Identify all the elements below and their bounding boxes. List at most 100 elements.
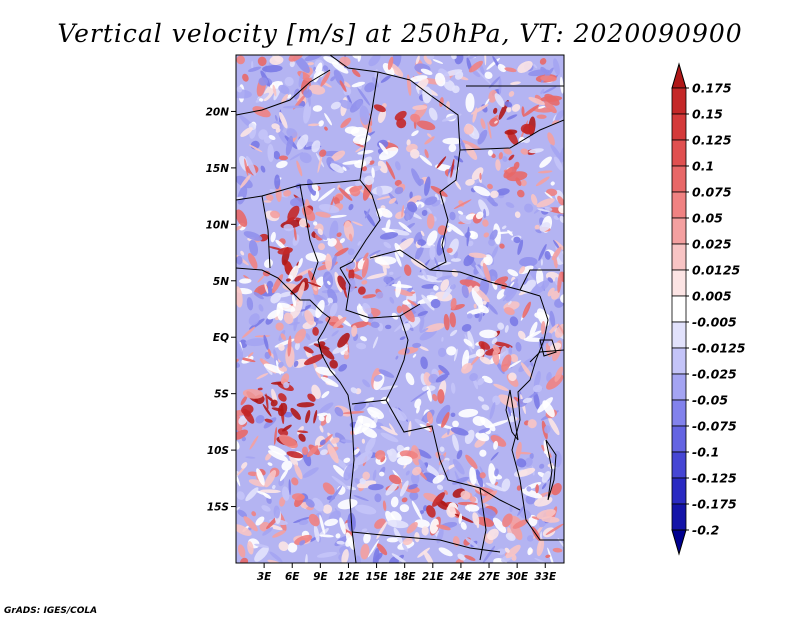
field-cell	[273, 505, 281, 519]
field-cell	[407, 299, 418, 307]
field-cell	[338, 99, 354, 110]
field-cell	[409, 491, 419, 501]
field-cell	[278, 393, 287, 402]
field-cell	[487, 183, 493, 190]
field-cell	[465, 454, 478, 469]
field-cell	[315, 211, 331, 218]
field-cell	[257, 274, 265, 283]
field-cell	[289, 60, 295, 68]
field-cell	[318, 415, 325, 422]
field-cell	[530, 280, 550, 295]
field-cell	[380, 456, 386, 463]
field-cell	[544, 206, 553, 211]
field-cell	[457, 210, 464, 215]
field-cell	[513, 161, 520, 170]
field-cell	[278, 343, 285, 351]
field-cell	[388, 474, 402, 485]
field-cell	[490, 451, 499, 461]
field-cell	[293, 93, 307, 110]
field-cell	[362, 179, 373, 201]
field-cell	[322, 504, 333, 514]
field-cell	[237, 509, 248, 518]
field-cell	[281, 93, 289, 104]
field-cell	[262, 270, 271, 277]
field-cell	[247, 66, 262, 72]
field-cell	[361, 528, 368, 533]
field-cell	[366, 273, 387, 280]
field-cell	[411, 500, 423, 520]
field-cell	[533, 384, 543, 393]
field-cell	[313, 221, 318, 226]
field-cell	[287, 335, 292, 357]
field-cell	[448, 143, 457, 153]
field-cell	[344, 350, 349, 356]
field-cell	[472, 70, 481, 78]
field-cell	[236, 469, 241, 487]
field-cell	[240, 395, 248, 406]
field-cell	[426, 207, 432, 214]
field-cell	[313, 62, 323, 83]
field-cell	[410, 389, 429, 402]
field-cell	[278, 434, 298, 449]
colorbar-label: 0.175	[692, 81, 732, 96]
field-cell	[368, 55, 381, 67]
field-cell	[327, 288, 338, 304]
field-cell	[361, 280, 368, 285]
field-cell	[504, 547, 510, 553]
field-cell	[379, 471, 385, 477]
field-cell	[331, 150, 346, 162]
field-cell	[334, 406, 344, 417]
field-cell	[290, 407, 301, 420]
field-cell	[452, 458, 465, 475]
field-cell	[433, 285, 439, 291]
field-cell	[402, 537, 413, 546]
field-cell	[361, 427, 378, 438]
field-cell	[387, 56, 394, 70]
field-cell	[264, 418, 273, 423]
field-cell	[378, 207, 393, 218]
field-cell	[397, 455, 413, 466]
field-cell	[484, 98, 490, 106]
field-cell	[324, 518, 338, 527]
field-cell	[424, 196, 438, 206]
field-cell	[319, 514, 325, 535]
field-cell	[311, 497, 324, 512]
field-cell	[236, 255, 243, 265]
field-cell	[255, 516, 265, 526]
field-cell	[415, 55, 420, 65]
field-cell	[501, 354, 512, 372]
field-cell	[342, 160, 362, 165]
field-cell	[554, 366, 564, 382]
field-cell	[351, 325, 358, 337]
field-cell	[466, 313, 473, 319]
field-cell	[405, 372, 415, 386]
field-cell	[478, 304, 489, 314]
field-cell	[361, 258, 369, 278]
field-cell	[522, 301, 531, 319]
field-cell	[368, 483, 384, 491]
field-cell	[551, 119, 560, 125]
field-cell	[553, 156, 563, 171]
field-cell	[236, 506, 241, 512]
field-cell	[426, 422, 433, 433]
field-cell	[450, 158, 455, 178]
credit-label: GrADS: IGES/COLA	[4, 606, 97, 616]
field-cell	[335, 533, 341, 539]
field-cell	[420, 230, 425, 237]
field-cell	[251, 511, 257, 517]
field-cell	[497, 63, 507, 73]
chart-title: Vertical velocity [m/s] at 250hPa, VT: 2…	[57, 19, 742, 48]
field-cell	[420, 267, 428, 280]
field-cell	[401, 205, 404, 218]
field-cell	[524, 457, 533, 467]
field-cell	[271, 274, 284, 294]
colorbar-label: 0.0125	[692, 263, 741, 278]
field-cell	[502, 156, 508, 162]
field-cell	[356, 342, 367, 350]
field-cell	[479, 356, 492, 365]
field-cell	[450, 297, 457, 310]
field-cell	[349, 98, 364, 113]
field-cell	[296, 281, 305, 302]
field-cell	[489, 402, 496, 420]
field-cell	[441, 337, 444, 342]
